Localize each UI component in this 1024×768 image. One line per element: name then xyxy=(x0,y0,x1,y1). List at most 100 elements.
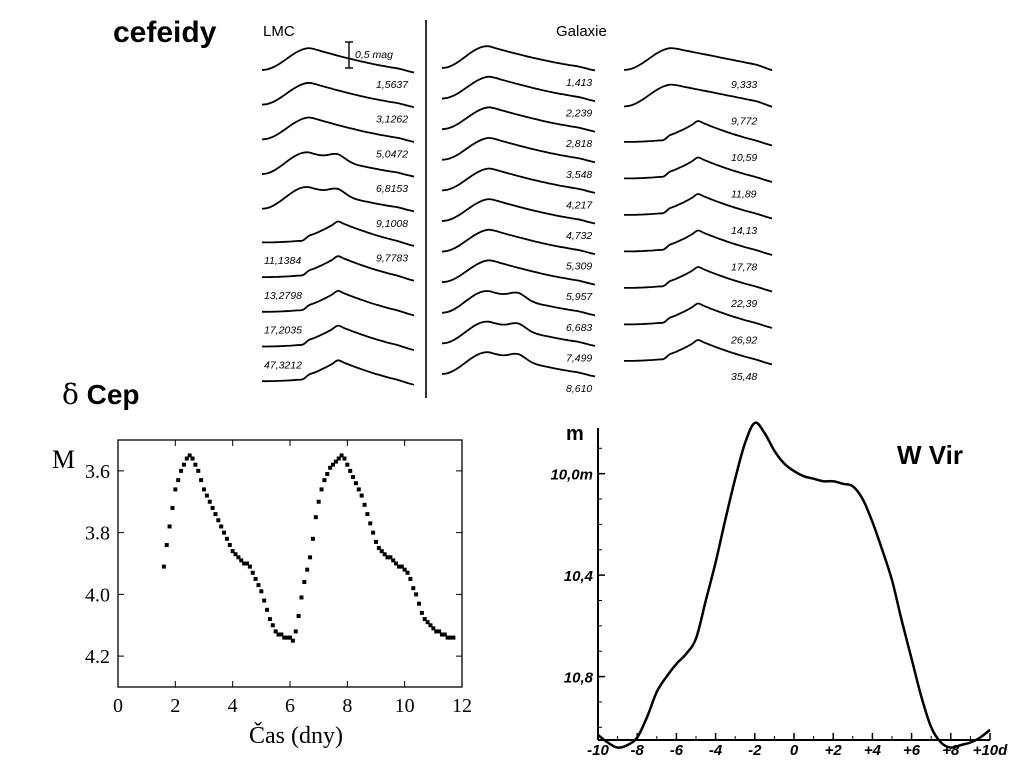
w-vir-light-curve xyxy=(597,421,991,749)
period-label: 26,92 xyxy=(730,335,757,347)
x-tick-label: 12 xyxy=(452,695,472,717)
data-point xyxy=(439,632,444,637)
x-tick-label: 0 xyxy=(790,742,799,759)
group-label-lmc: LMC xyxy=(263,23,295,40)
data-point xyxy=(414,592,419,597)
data-point xyxy=(442,632,447,637)
period-label: 4,217 xyxy=(566,199,593,211)
data-point xyxy=(216,518,221,523)
data-point xyxy=(242,561,247,566)
data-point xyxy=(265,607,270,612)
data-point xyxy=(270,623,275,628)
data-point xyxy=(282,635,287,640)
data-point xyxy=(285,635,290,640)
period-label: 11,1384 xyxy=(264,255,301,267)
period-label: 17,78 xyxy=(731,262,757,274)
light-curve xyxy=(261,324,415,351)
x-tick-label: -2 xyxy=(748,742,762,759)
light-curve xyxy=(261,47,415,74)
data-point xyxy=(207,499,212,504)
data-point xyxy=(316,499,321,504)
data-point xyxy=(239,558,244,563)
data-point xyxy=(319,487,324,492)
period-label: 3,548 xyxy=(566,169,592,181)
light-curve xyxy=(441,259,596,286)
period-label: 6,8153 xyxy=(376,183,408,195)
data-point xyxy=(299,595,304,600)
data-point xyxy=(267,617,272,622)
light-curve xyxy=(624,193,773,220)
data-point xyxy=(376,546,381,551)
period-label: 4,732 xyxy=(566,230,592,242)
light-curve xyxy=(624,120,773,147)
light-curve xyxy=(623,47,773,72)
data-point xyxy=(310,536,315,541)
data-point xyxy=(170,505,175,510)
data-point xyxy=(224,536,229,541)
data-point xyxy=(222,530,227,535)
data-point xyxy=(425,620,430,625)
data-point xyxy=(365,512,370,517)
data-point xyxy=(245,561,249,566)
data-point xyxy=(308,555,313,560)
period-label: 6,683 xyxy=(566,322,592,334)
light-curve xyxy=(441,45,596,72)
data-point xyxy=(419,610,424,615)
data-point xyxy=(417,601,421,606)
delta-cep-frame xyxy=(117,439,463,688)
period-label: 7,499 xyxy=(566,352,592,364)
x-tick-label: 8 xyxy=(342,695,352,717)
y-axis-label: M xyxy=(52,445,75,474)
data-point xyxy=(396,564,401,569)
data-point xyxy=(210,505,215,510)
data-point xyxy=(219,524,224,529)
light-curve xyxy=(441,228,596,255)
w-vir-title: W Vir xyxy=(897,440,963,470)
period-label: 2,818 xyxy=(565,138,592,150)
data-point xyxy=(247,564,252,569)
period-label: 9,1008 xyxy=(376,218,408,230)
data-point xyxy=(190,456,195,461)
period-label: 1,413 xyxy=(566,77,592,89)
data-point xyxy=(273,629,278,634)
data-point xyxy=(253,576,258,581)
data-point xyxy=(353,481,358,486)
data-point xyxy=(288,635,292,640)
data-point xyxy=(445,635,450,640)
data-point xyxy=(202,487,206,492)
data-point xyxy=(399,564,404,569)
data-point xyxy=(448,635,453,640)
period-label: 17,2035 xyxy=(264,325,302,337)
x-tick-label: +10d xyxy=(973,742,1008,759)
x-tick-label: -4 xyxy=(709,742,723,759)
data-point xyxy=(279,632,284,637)
period-label: 11,89 xyxy=(731,189,757,201)
data-point xyxy=(184,456,189,461)
data-point xyxy=(256,583,261,588)
period-label: 2,239 xyxy=(565,108,592,120)
light-curve xyxy=(624,302,773,329)
data-point xyxy=(262,598,267,603)
data-point xyxy=(379,549,384,554)
data-point xyxy=(359,493,364,498)
w-vir-y-axis-label: m xyxy=(566,423,584,445)
light-curve xyxy=(261,359,415,386)
y-tick-label: 10,4 xyxy=(564,568,594,585)
data-point xyxy=(296,613,301,618)
data-point xyxy=(434,629,439,634)
data-point xyxy=(213,512,218,517)
data-point xyxy=(204,493,209,498)
data-point xyxy=(428,623,433,628)
data-point xyxy=(227,542,232,547)
light-curve xyxy=(261,220,415,247)
light-curve xyxy=(261,186,415,213)
light-curve xyxy=(261,151,415,178)
data-point xyxy=(187,453,192,458)
period-label: 9,333 xyxy=(731,79,757,91)
delta-cep-title: δ Cep xyxy=(62,378,140,411)
period-label: 9,7783 xyxy=(376,253,408,265)
light-curve xyxy=(441,106,596,133)
data-point xyxy=(176,478,181,483)
data-point xyxy=(181,462,186,467)
